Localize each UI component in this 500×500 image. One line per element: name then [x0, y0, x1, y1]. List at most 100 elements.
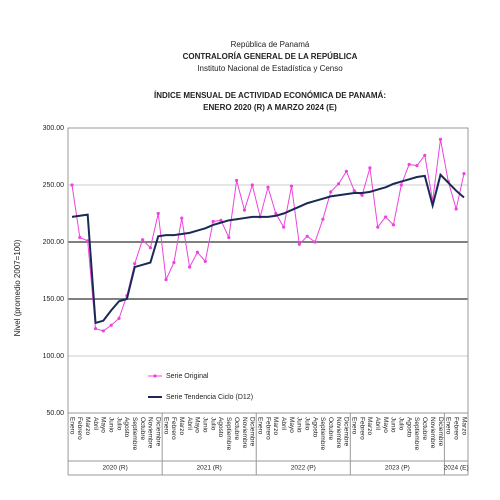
point — [172, 260, 176, 265]
point — [368, 166, 372, 170]
x-tick-label: Febrero — [358, 417, 365, 440]
point — [376, 225, 380, 229]
point — [336, 182, 341, 186]
x-tick-label: Diciembre — [155, 417, 162, 447]
x-tick-label: Marzo — [272, 417, 279, 435]
x-tick-label: Febrero — [452, 417, 459, 440]
x-tick-label: Enero — [162, 417, 169, 435]
point — [462, 172, 466, 176]
point — [117, 316, 121, 320]
point — [164, 278, 168, 282]
x-tick-label: Septiembre — [413, 417, 420, 451]
x-tick-label: Octubre — [421, 417, 428, 441]
x-tick-label: Octubre — [139, 417, 146, 441]
point — [86, 239, 90, 243]
x-tick-label: Noviembre — [147, 417, 154, 449]
point — [227, 235, 231, 240]
point — [454, 207, 458, 211]
point — [415, 164, 419, 168]
point — [148, 246, 152, 250]
x-tick-label: Julio — [209, 417, 216, 431]
year-label: 2023 (P) — [385, 465, 410, 472]
x-tick-label: Abril — [186, 417, 193, 431]
x-tick-label: Agosto — [311, 417, 318, 438]
point — [384, 215, 388, 219]
chart-title: ÍNDICE MENSUAL DE ACTIVIDAD ECONÓMICA DE… — [154, 91, 386, 100]
x-tick-label: Junio — [390, 417, 397, 433]
x-tick-label: Enero — [68, 417, 75, 435]
y-tick-label: 300.00 — [43, 125, 65, 132]
header-line: Instituto Nacional de Estadística y Cens… — [197, 64, 343, 73]
point — [78, 235, 82, 240]
point — [133, 262, 137, 266]
x-tick-label: Junio — [202, 417, 209, 433]
point — [266, 185, 270, 189]
legend-marker — [153, 374, 157, 378]
x-tick-label: Julio — [398, 417, 405, 431]
legend-label: Serie Tendencia Ciclo (D12) — [166, 394, 253, 401]
x-tick-label: Julio — [115, 417, 122, 431]
point — [274, 211, 278, 216]
x-tick-label: Septiembre — [319, 417, 326, 451]
point — [399, 183, 403, 187]
x-tick-label: Noviembre — [429, 417, 436, 449]
x-tick-label: Mayo — [382, 417, 389, 433]
y-tick-label: 100.00 — [43, 353, 65, 360]
point — [329, 190, 333, 194]
point — [313, 240, 317, 244]
x-tick-label: Agosto — [217, 417, 224, 438]
point — [140, 238, 145, 242]
point — [321, 217, 325, 221]
x-tick-label: Diciembre — [343, 417, 350, 447]
point — [211, 219, 215, 224]
x-tick-label: Diciembre — [249, 417, 256, 447]
y-tick-label: 150.00 — [43, 296, 65, 303]
year-label: 2024 (E) — [444, 465, 469, 472]
point — [70, 183, 74, 187]
x-tick-label: Noviembre — [335, 417, 342, 449]
point — [360, 193, 364, 197]
x-tick-label: Marzo — [84, 417, 91, 435]
year-label: 2021 (R) — [197, 465, 222, 472]
point — [250, 183, 254, 187]
x-tick-label: Febrero — [170, 417, 177, 440]
point — [101, 329, 105, 333]
x-tick-label: Mayo — [288, 417, 295, 433]
x-tick-label: Junio — [296, 417, 303, 433]
y-tick-label: 250.00 — [43, 182, 65, 189]
header-line: República de Panamá — [231, 40, 310, 49]
x-tick-label: Abril — [92, 417, 99, 431]
x-tick-label: Mayo — [100, 417, 107, 433]
x-tick-label: Marzo — [460, 417, 467, 435]
x-tick-label: Noviembre — [241, 417, 248, 449]
point — [391, 223, 396, 227]
x-tick-label: Enero — [351, 417, 358, 435]
point — [93, 327, 98, 331]
point — [242, 208, 247, 212]
x-tick-label: Octubre — [233, 417, 240, 441]
point — [344, 169, 348, 173]
x-tick-label: Abril — [374, 417, 381, 431]
legend-label: Serie Original — [166, 373, 209, 380]
point — [219, 218, 223, 222]
x-tick-label: Junio — [107, 417, 114, 433]
point — [195, 250, 200, 254]
point — [297, 242, 301, 246]
point — [289, 184, 294, 188]
x-tick-label: Octubre — [327, 417, 334, 441]
point — [156, 211, 160, 216]
series-line — [71, 139, 465, 332]
header-line: CONTRALORÍA GENERAL DE LA REPÚBLICA — [183, 52, 358, 61]
x-tick-label: Enero — [256, 417, 263, 435]
x-tick-label: Mayo — [194, 417, 201, 433]
x-tick-label: Marzo — [366, 417, 373, 435]
x-tick-label: Febrero — [76, 417, 83, 440]
x-tick-label: Septiembre — [225, 417, 232, 451]
x-tick-label: Julio — [303, 417, 310, 431]
x-tick-label: Enero — [445, 417, 452, 435]
plot-frame — [67, 127, 469, 414]
x-tick-label: Septiembre — [131, 417, 138, 451]
point — [305, 234, 309, 238]
y-axis-label: Nivel (promedio 2007=100) — [13, 239, 22, 336]
